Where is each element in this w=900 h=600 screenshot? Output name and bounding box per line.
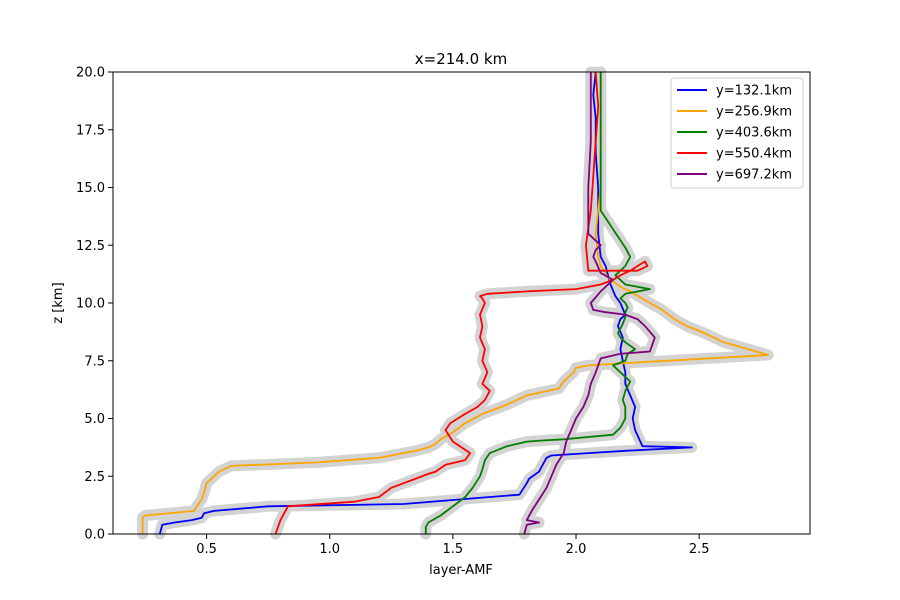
y-tick-label: 7.5 (84, 354, 105, 369)
legend-label-y-132-1km: y=132.1km (716, 84, 792, 99)
legend-label-y-550-4km: y=550.4km (716, 147, 792, 162)
y-axis-ticks: 0.0 2.5 5.0 7.5 10.0 12.5 15.0 17.5 20.0 (76, 66, 113, 543)
legend-label-y-403-6km: y=403.6km (716, 126, 792, 141)
x-tick-label: 2.0 (566, 542, 587, 557)
series-lines (141, 71, 769, 535)
series-line-y-256-9km (141, 72, 769, 534)
chart-title: x=214.0 km (415, 50, 507, 68)
y-tick-label: 20.0 (76, 66, 105, 81)
legend-label-y-256-9km: y=256.9km (716, 105, 792, 120)
y-tick-label: 2.5 (84, 470, 105, 485)
y-tick-label: 15.0 (76, 181, 105, 196)
x-axis-label: layer-AMF (429, 563, 493, 578)
y-tick-label: 0.0 (84, 528, 105, 543)
legend-box (670, 77, 804, 189)
legend-label-y-697-2km: y=697.2km (716, 168, 792, 183)
series-line-y-697-2km (523, 72, 656, 535)
series-line-y-403-6km (424, 72, 651, 534)
legend: y=132.1km y=256.9km y=403.6km y=550.4km y=69… (670, 77, 804, 189)
y-axis-label: z [km] (51, 282, 66, 323)
y-tick-label: 5.0 (84, 412, 105, 427)
y-tick-label: 10.0 (76, 297, 105, 312)
x-tick-label: 1.5 (443, 542, 464, 557)
x-tick-label: 2.5 (689, 542, 710, 557)
x-tick-label: 1.0 (319, 542, 340, 557)
y-tick-label: 17.5 (76, 123, 105, 138)
x-axis-ticks: 0.5 1.0 1.5 2.0 2.5 (196, 534, 710, 557)
series-line-y-550-4km (274, 71, 649, 535)
y-tick-label: 12.5 (76, 239, 105, 254)
x-tick-label: 0.5 (196, 542, 217, 557)
series-line-y-132-1km (158, 71, 693, 535)
